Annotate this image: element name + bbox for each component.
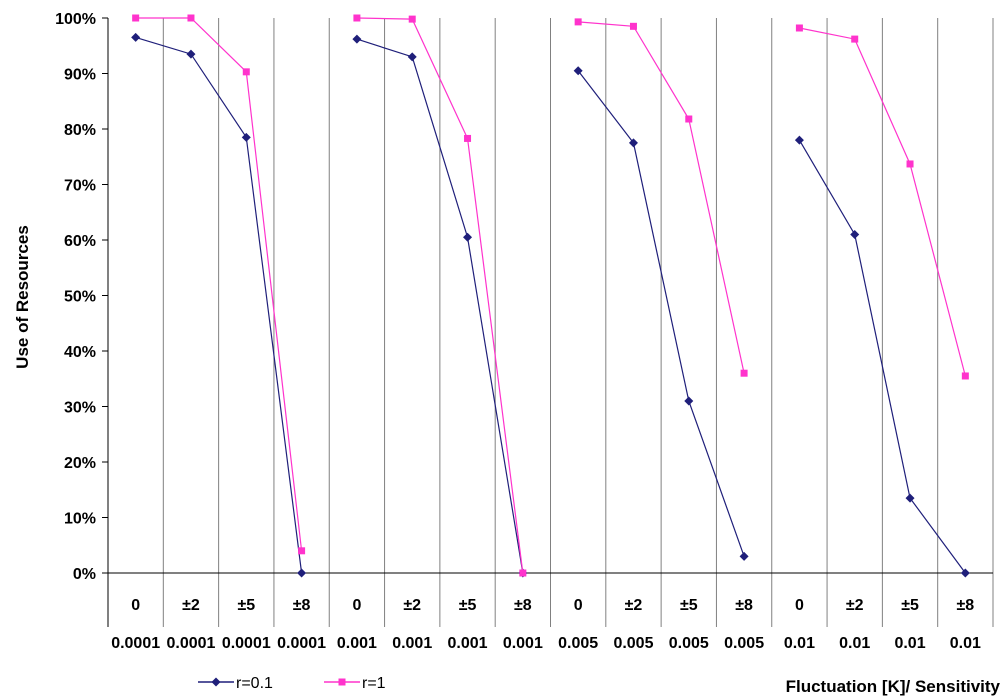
series-line-segment (356, 38, 524, 574)
x-tick-sensitivity-label: 0.001 (337, 635, 377, 652)
data-point-marker (739, 551, 749, 561)
data-point-marker (132, 14, 140, 22)
axes (102, 17, 993, 627)
y-tick-label: 40% (64, 344, 96, 361)
data-point-marker (574, 18, 582, 26)
x-axis-title: Fluctuation [K]/ Sensitivity (786, 677, 1001, 696)
y-tick-label: 50% (64, 289, 96, 306)
x-tick-labels: 0 ±2 ±5 ±8 0 ±2 ±5 ±8 0 ±2 ±5 ±8 0 ±2 ±5 ±8 0.0001 0.0001… (111, 597, 981, 652)
data-point-marker (905, 493, 915, 503)
data-point-marker (353, 14, 361, 22)
data-point-marker (408, 15, 416, 23)
legend-item: r=0.1 (198, 675, 273, 692)
data-point-marker (298, 547, 306, 555)
data-point-marker (352, 34, 362, 44)
y-tick-label: 80% (64, 122, 96, 139)
x-tick-fluctuation-label: ±5 (680, 597, 698, 614)
x-tick-sensitivity-label: 0.0001 (111, 635, 160, 652)
data-point-marker (795, 24, 803, 32)
series-line-segment (799, 27, 966, 377)
y-tick-label: 70% (64, 178, 96, 195)
x-tick-sensitivity-label: 0.005 (669, 635, 709, 652)
x-tick-fluctuation-label: ±8 (957, 597, 975, 614)
data-point-marker (851, 35, 859, 43)
x-tick-sensitivity-label: 0.0001 (277, 635, 326, 652)
x-tick-sensitivity-label: 0.01 (950, 635, 981, 652)
series-line-segment (578, 21, 745, 374)
y-tick-label: 20% (64, 455, 96, 472)
data-point-marker (628, 138, 638, 148)
data-point-marker (850, 229, 860, 239)
x-tick-fluctuation-label: 0 (795, 597, 804, 614)
y-tick-label: 30% (64, 400, 96, 417)
legend-item: r=1 (324, 675, 386, 692)
x-tick-fluctuation-label: 0 (131, 597, 140, 614)
x-tick-fluctuation-label: ±8 (293, 597, 311, 614)
series-line-segment (577, 70, 745, 557)
data-point-marker (960, 568, 970, 578)
data-point-marker (187, 14, 195, 22)
x-tick-fluctuation-label: 0 (574, 597, 583, 614)
y-tick-label: 10% (64, 511, 96, 528)
data-point-marker (794, 135, 804, 145)
data-point-marker (211, 677, 221, 687)
x-tick-fluctuation-label: 0 (352, 597, 361, 614)
data-point-marker (519, 569, 527, 577)
x-tick-fluctuation-label: ±2 (182, 597, 200, 614)
data-point-marker (684, 396, 694, 406)
x-tick-fluctuation-label: ±8 (514, 597, 532, 614)
x-tick-sensitivity-label: 0.01 (784, 635, 815, 652)
y-axis-title: Use of Resources (13, 225, 32, 369)
y-tick-label: 100% (55, 11, 96, 28)
x-tick-sensitivity-label: 0.01 (894, 635, 925, 652)
data-point-marker (338, 678, 346, 686)
x-tick-fluctuation-label: ±2 (403, 597, 421, 614)
data-point-marker (961, 372, 969, 380)
x-tick-sensitivity-label: 0.0001 (222, 635, 271, 652)
x-tick-fluctuation-label: ±2 (846, 597, 864, 614)
series-2 (132, 14, 969, 577)
data-point-marker (241, 132, 251, 142)
grid-lines (162, 18, 994, 627)
x-tick-sensitivity-label: 0.001 (503, 635, 543, 652)
series-line-segment (798, 139, 966, 574)
series-line-segment (356, 17, 524, 574)
legend: r=0.1 r=1 (198, 675, 386, 692)
legend-label: r=0.1 (236, 675, 273, 692)
x-tick-sensitivity-label: 0.005 (613, 635, 653, 652)
data-point-marker (242, 68, 250, 76)
y-tick-labels: 0% 10% 20% 30% 40% 50% 60% 70% 80% 90% 100% (55, 11, 96, 583)
data-point-marker (186, 49, 196, 59)
legend-label: r=1 (362, 675, 386, 692)
x-tick-sensitivity-label: 0.005 (558, 635, 598, 652)
data-point-marker (573, 66, 583, 76)
x-tick-sensitivity-label: 0.005 (724, 635, 764, 652)
x-tick-sensitivity-label: 0.01 (839, 635, 870, 652)
x-tick-sensitivity-label: 0.001 (392, 635, 432, 652)
data-point-marker (297, 568, 307, 578)
x-tick-fluctuation-label: ±5 (459, 597, 477, 614)
series (131, 14, 970, 578)
x-tick-sensitivity-label: 0.001 (448, 635, 488, 652)
x-tick-sensitivity-label: 0.0001 (167, 635, 216, 652)
series-1 (131, 32, 970, 578)
x-tick-fluctuation-label: ±5 (237, 597, 255, 614)
data-point-marker (463, 232, 473, 242)
data-point-marker (629, 22, 637, 30)
data-point-marker (685, 115, 693, 123)
series-line-segment (135, 17, 303, 551)
series-line-segment (135, 36, 303, 574)
y-tick-label: 90% (64, 67, 96, 84)
data-point-marker (131, 32, 141, 42)
data-point-marker (906, 160, 914, 168)
data-point-marker (740, 369, 748, 377)
x-tick-fluctuation-label: ±2 (625, 597, 643, 614)
y-tick-label: 60% (64, 233, 96, 250)
data-point-marker (464, 134, 472, 142)
y-tick-label: 0% (73, 566, 96, 583)
x-tick-fluctuation-label: ±8 (735, 597, 753, 614)
x-tick-fluctuation-label: ±5 (901, 597, 919, 614)
data-point-marker (407, 52, 417, 62)
